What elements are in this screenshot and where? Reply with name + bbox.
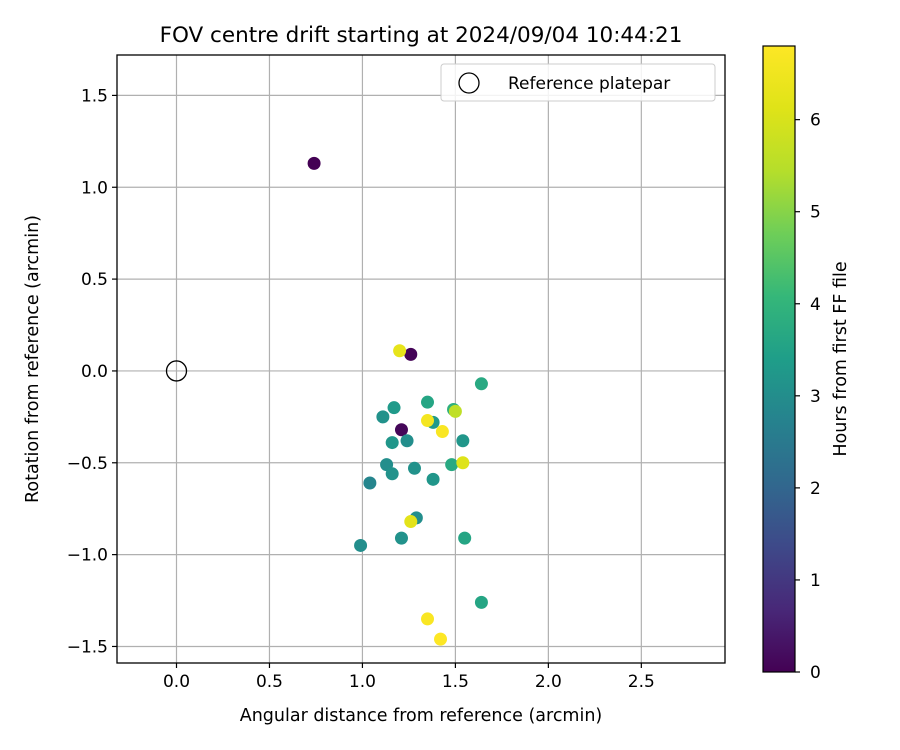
- data-point: [421, 612, 435, 626]
- y-tick-label: −1.5: [67, 637, 108, 657]
- x-axis-label: Angular distance from reference (arcmin): [240, 706, 603, 726]
- colorbar-label: Hours from first FF file: [831, 261, 851, 456]
- data-point: [434, 632, 448, 646]
- data-point: [354, 538, 368, 552]
- data-point: [387, 401, 401, 415]
- legend-entry-reference-platepar: Reference platepar: [508, 74, 670, 94]
- y-axis-label: Rotation from reference (arcmin): [23, 215, 43, 503]
- y-tick-label: 1.5: [81, 86, 108, 106]
- reference-platepar-marker: [165, 360, 188, 382]
- data-point: [407, 461, 421, 475]
- data-point: [426, 472, 440, 486]
- grid-lines: [117, 55, 725, 663]
- colorbar-gradient: [763, 46, 795, 672]
- data-point: [474, 595, 488, 609]
- y-axis-ticks: −1.5 −1.0 −0.5 0.0 0.5 1.0 1.5: [67, 86, 117, 657]
- y-tick-label: 1.0: [81, 178, 108, 198]
- colorbar-tick-label: 6: [810, 111, 821, 131]
- y-tick-label: −1.0: [67, 546, 108, 566]
- x-tick-label: 2.0: [535, 672, 562, 692]
- colorbar-ticks: 0 1 2 3 4 5 6: [795, 111, 821, 683]
- x-tick-label: 0.5: [256, 672, 283, 692]
- x-tick-label: 2.5: [628, 672, 655, 692]
- data-point: [448, 404, 462, 418]
- data-point: [421, 414, 435, 428]
- data-point: [307, 156, 321, 170]
- data-points: [307, 156, 488, 646]
- colorbar-tick-label: 0: [810, 663, 821, 683]
- data-point: [393, 344, 407, 358]
- data-point: [456, 456, 470, 470]
- y-tick-label: 0.0: [81, 362, 108, 382]
- x-axis-ticks: 0.0 0.5 1.0 1.5 2.0 2.5: [163, 663, 655, 692]
- data-point: [400, 434, 414, 448]
- colorbar-tick-label: 2: [810, 479, 821, 499]
- x-tick-label: 0.0: [163, 672, 190, 692]
- colorbar-tick-label: 1: [810, 571, 821, 591]
- x-tick-label: 1.0: [349, 672, 376, 692]
- x-tick-label: 1.5: [442, 672, 469, 692]
- data-point: [445, 458, 459, 472]
- data-point: [474, 377, 488, 391]
- colorbar-tick-label: 3: [810, 387, 821, 407]
- colorbar-tick-label: 5: [810, 203, 821, 223]
- colorbar: 0 1 2 3 4 5 6 Hours from first FF file: [762, 45, 851, 683]
- legend-box: [440, 63, 716, 102]
- data-point: [458, 531, 472, 545]
- data-point: [385, 436, 399, 450]
- data-point: [376, 410, 390, 424]
- plot-area-frame: [116, 54, 726, 664]
- reference-marker-layer: [165, 360, 188, 382]
- data-point: [435, 425, 449, 439]
- y-tick-label: −0.5: [67, 454, 108, 474]
- y-tick-label: 0.5: [81, 270, 108, 290]
- data-point: [456, 434, 470, 448]
- data-point: [385, 467, 399, 481]
- legend: Reference platepar: [440, 63, 716, 102]
- chart-title: FOV centre drift starting at 2024/09/04 …: [160, 23, 683, 48]
- colorbar-frame: [762, 45, 796, 673]
- data-point: [421, 395, 435, 409]
- legend-open-circle-icon: [458, 72, 480, 94]
- data-point: [394, 531, 408, 545]
- colorbar-tick-label: 4: [810, 295, 821, 315]
- data-point: [394, 423, 408, 437]
- data-point: [363, 476, 377, 490]
- data-point: [404, 515, 418, 529]
- data-point: [404, 347, 418, 361]
